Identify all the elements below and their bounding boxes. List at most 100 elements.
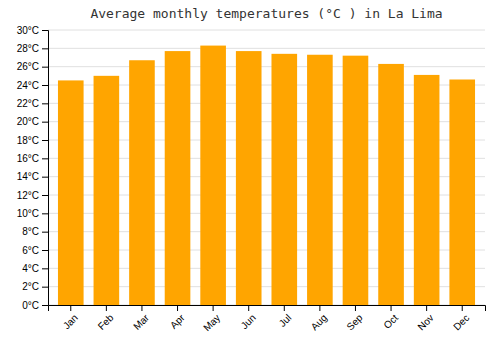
bar [236, 51, 262, 305]
tick-mark [42, 140, 48, 141]
tick-label: Nov [415, 312, 435, 332]
y-tick: 14°C [17, 171, 48, 182]
x-axis: Jan Feb Mar Apr May Jun Jul Aug Sep Oct Nov Dec [49, 305, 486, 333]
y-tick: 24°C [17, 80, 48, 91]
tick-label: 8°C [22, 226, 39, 237]
x-tick: Jun [239, 305, 258, 331]
bar [378, 64, 404, 305]
tick-label: 0°C [22, 300, 39, 311]
x-tick: Feb [96, 305, 116, 332]
chart: 0°C 2°C 4°C 6°C 8°C 10°C 12°C 14°C 16°C 18°C 20°C 2… [0, 0, 500, 350]
y-tick: 0°C [22, 300, 48, 311]
x-tick: Apr [168, 305, 187, 331]
tick-label: 30°C [17, 25, 39, 36]
tick-mark [426, 305, 427, 311]
tick-label: 22°C [17, 98, 39, 109]
tick-mark [42, 232, 48, 233]
tick-mark [177, 305, 178, 311]
tick-mark [42, 122, 48, 123]
tick-label: Jul [277, 312, 294, 329]
tick-label: Feb [96, 312, 116, 332]
tick-label: Jun [239, 312, 258, 331]
tick-label: 20°C [17, 116, 39, 127]
bar [449, 80, 475, 306]
tick-label: 12°C [17, 190, 39, 201]
x-tick: May [201, 305, 222, 333]
tick-mark [42, 158, 48, 159]
tick-mark [319, 305, 320, 311]
tick-label: Mar [131, 312, 151, 332]
tick-mark [42, 305, 48, 306]
tick-mark [42, 85, 48, 86]
tick-label: 6°C [22, 245, 39, 256]
tick-label: 28°C [17, 43, 39, 54]
x-tick: Dec [451, 305, 471, 332]
tick-label: 10°C [17, 208, 39, 219]
tick-label: 24°C [17, 80, 39, 91]
plot: 0°C 2°C 4°C 6°C 8°C 10°C 12°C 14°C 16°C 18°C 20°C 2… [17, 25, 486, 334]
tick-label: 26°C [17, 61, 39, 72]
grid-line [48, 48, 485, 49]
y-tick: 20°C [17, 116, 48, 127]
tick-label: Aug [309, 312, 329, 332]
tick-mark [141, 305, 142, 311]
bar [307, 55, 333, 305]
tick-label: 14°C [17, 171, 39, 182]
grid [48, 30, 485, 305]
y-tick: 12°C [17, 190, 48, 201]
bars [58, 46, 475, 305]
tick-mark [42, 177, 48, 178]
y-tick: 6°C [22, 245, 48, 256]
bar [165, 51, 191, 305]
tick-mark [42, 287, 48, 288]
tick-label: 4°C [22, 263, 39, 274]
y-tick: 30°C [17, 25, 48, 36]
tick-label: Oct [381, 312, 400, 331]
tick-mark [42, 67, 48, 68]
title: Average monthly temperatures (°C ) in La… [90, 6, 442, 21]
x-tick: Jan [61, 305, 80, 331]
x-tick: Jul [277, 305, 294, 329]
tick-mark [42, 48, 48, 49]
x-tick: Oct [381, 305, 400, 331]
tick-mark [106, 305, 107, 311]
tick-mark [248, 305, 249, 311]
tick-label: Dec [451, 312, 471, 332]
bar [343, 56, 369, 305]
bar [414, 75, 440, 305]
tick-mark [70, 305, 71, 311]
tick-mark [391, 305, 392, 311]
tick-mark [42, 250, 48, 251]
bar [94, 76, 120, 305]
y-tick: 28°C [17, 43, 48, 54]
tick-label: Sep [344, 312, 365, 333]
axis-line [49, 306, 486, 312]
grid-line [48, 66, 485, 67]
tick-mark [462, 305, 463, 311]
x-tick: Aug [309, 305, 329, 332]
tick-label: May [201, 312, 222, 333]
bar [200, 46, 226, 305]
grid-line [48, 30, 485, 31]
x-tick: Mar [131, 305, 151, 332]
tick-label: 16°C [17, 153, 39, 164]
tick-mark [42, 268, 48, 269]
axis-line [42, 31, 49, 306]
y-tick: 2°C [22, 281, 48, 292]
y-tick: 4°C [22, 263, 48, 274]
tick-label: 18°C [17, 135, 39, 146]
bar [129, 60, 155, 305]
tick-mark [284, 305, 285, 311]
bar [58, 80, 84, 305]
x-tick: Sep [344, 305, 365, 332]
tick-label: 2°C [22, 281, 39, 292]
tick-mark [42, 103, 48, 104]
tick-label: Apr [168, 312, 187, 331]
y-tick: 26°C [17, 61, 48, 72]
tick-label: Jan [61, 312, 80, 331]
y-tick: 8°C [22, 226, 48, 237]
bar [271, 54, 297, 305]
y-tick: 10°C [17, 208, 48, 219]
tick-mark [42, 30, 48, 31]
y-tick: 16°C [17, 153, 48, 164]
